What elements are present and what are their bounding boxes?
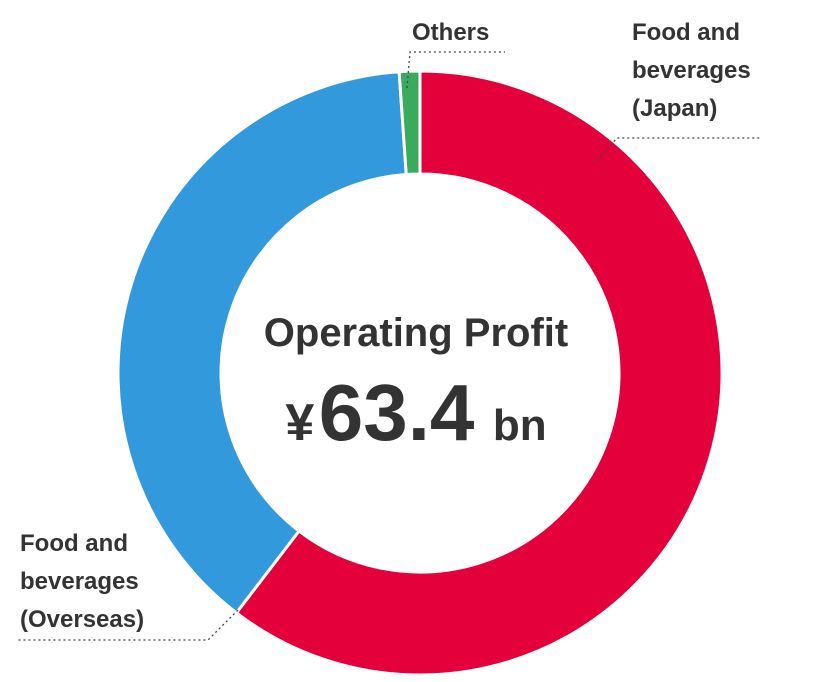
donut-slice-overseas	[116, 70, 408, 615]
slice-label-japan-line-3: (Japan)	[632, 95, 717, 122]
donut-slice-japan	[234, 69, 724, 677]
donut-slices	[116, 69, 724, 677]
center-value-amount: 63.4	[319, 368, 475, 457]
slice-label-japan: Food and beverages (Japan)	[632, 19, 757, 122]
slice-label-others-line-1: Others	[412, 19, 489, 46]
slice-label-others: Others	[412, 19, 489, 46]
center-value-currency: ¥	[285, 394, 314, 452]
slice-label-overseas: Food and beverages (Overseas)	[20, 530, 145, 633]
center-value-unit: bn	[493, 401, 547, 450]
leader-line-others	[406, 51, 505, 89]
center-value: ¥ 63.4 bn	[285, 368, 546, 457]
slice-label-overseas-line-3: (Overseas)	[20, 606, 144, 633]
slice-label-japan-line-1: Food and	[632, 19, 740, 46]
slice-label-japan-line-2: beverages	[632, 57, 751, 84]
leader-line-japan	[593, 137, 762, 165]
slice-label-overseas-line-1: Food and	[20, 530, 128, 557]
donut-slice-others	[397, 69, 422, 177]
center-title: Operating Profit	[264, 311, 568, 355]
slice-label-overseas-line-2: beverages	[20, 568, 139, 595]
